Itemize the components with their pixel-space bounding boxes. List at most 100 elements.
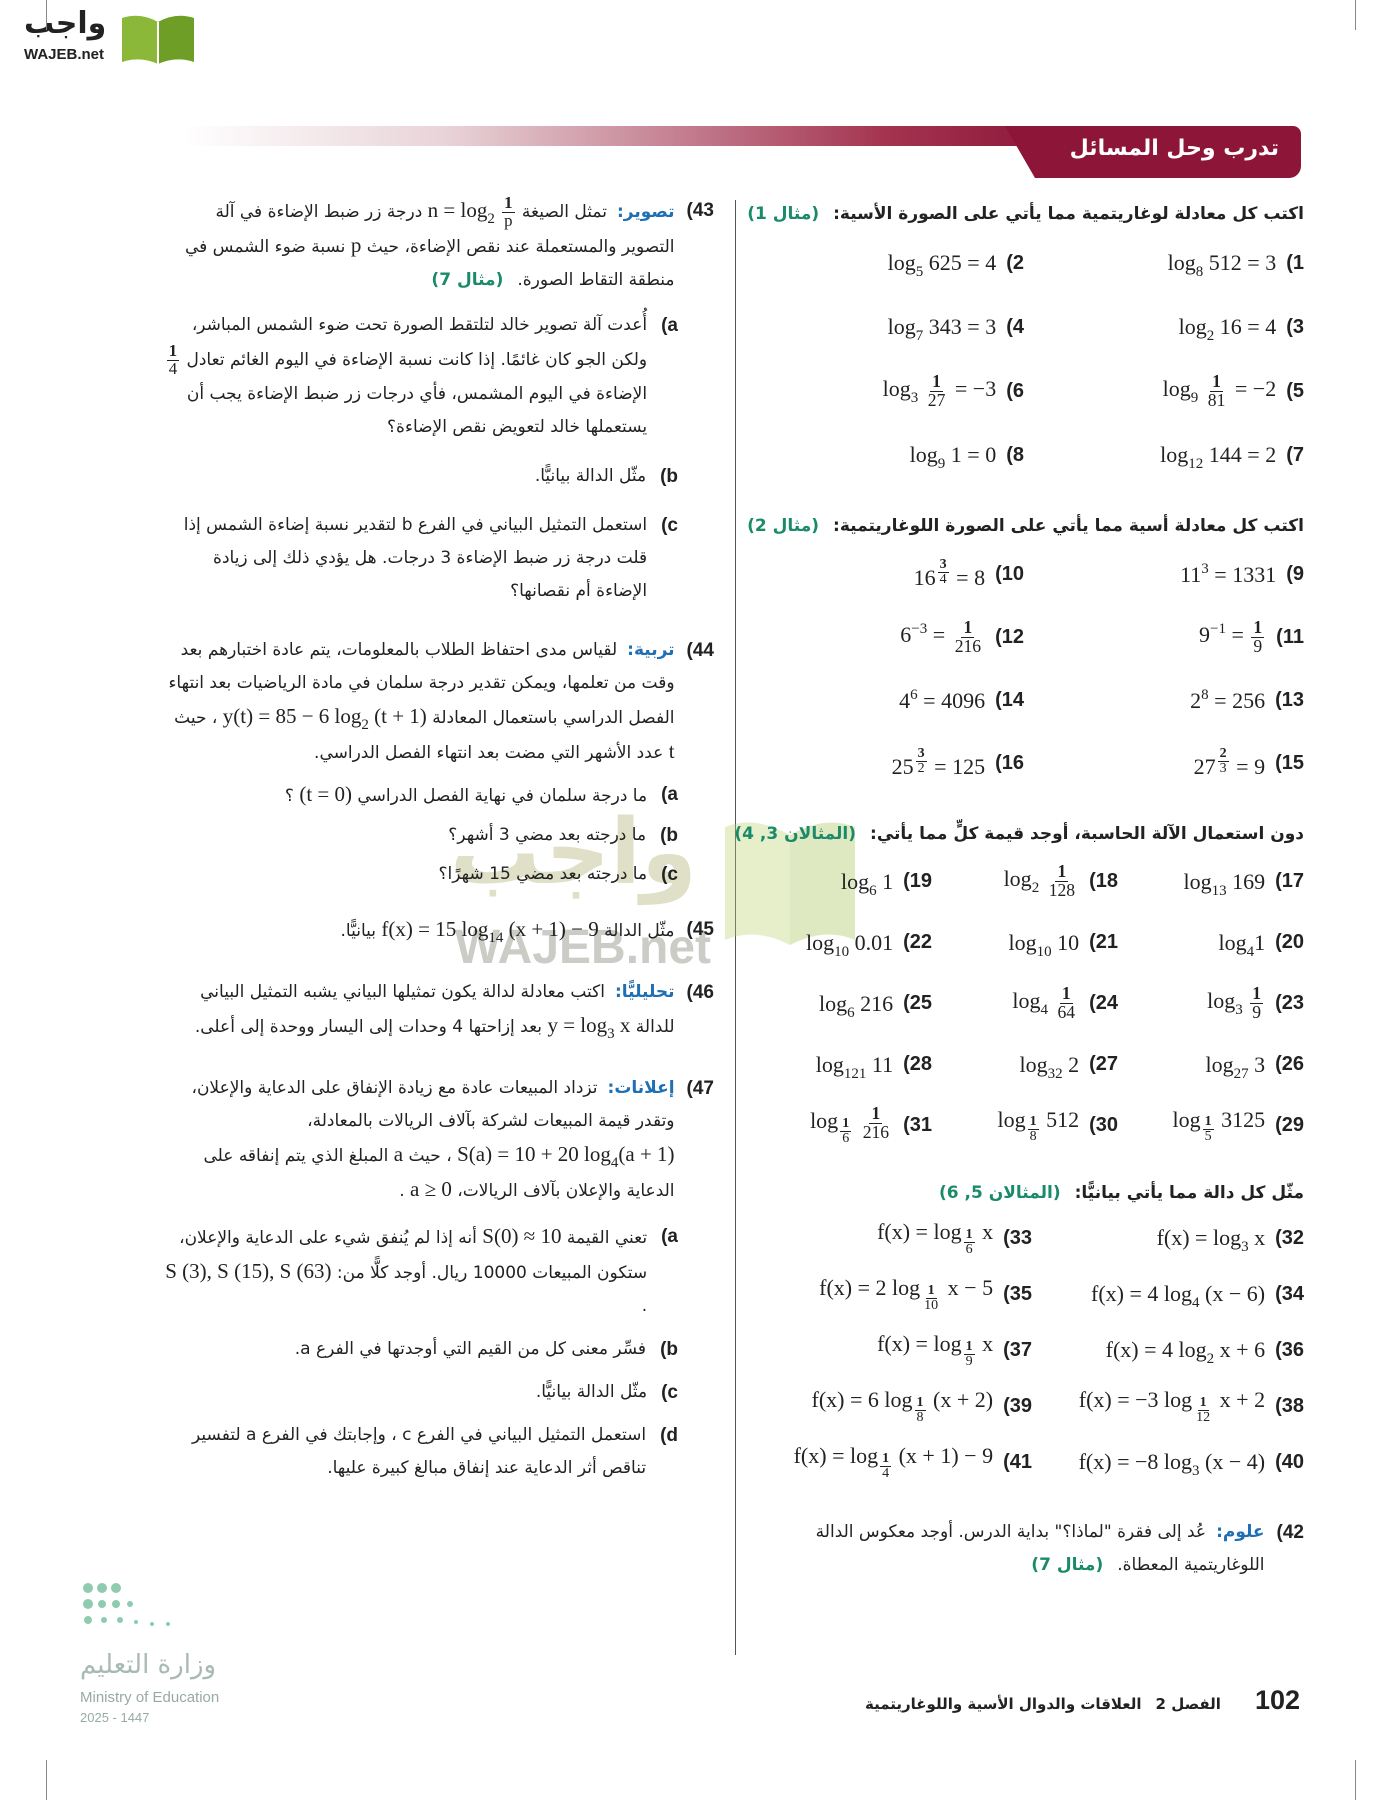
problem-item: 38) f(x) = −3 log 1 12 x + 2 [1032,1378,1304,1434]
crop-mark [1355,1760,1356,1800]
example-ref: (مثال 7) [1031,1555,1104,1575]
problem-item: 24) log4 1 64 [932,973,1118,1034]
instruction-text: مثّل كل دالة مما يأتي بيانيًّا: [1074,1183,1304,1203]
problem-item: 8) log9 1 = 0 [744,423,1024,487]
sub-question-text: أُعدت آلة تصوير خالد لتلتقط الصورة تحت ض… [166,315,648,437]
math-expression: log4 1 64 [1012,983,1076,1022]
example-ref: (المثالان 3, 4) [734,824,857,844]
problem-number: 17) [1275,870,1304,892]
math-expression: log7 343 = 3 [887,314,997,344]
problem-grid: 32) f(x) = log3 x 33) f(x) = log 1 6 x 34) f(x)… [744,1210,1304,1490]
sub-question-text: فسِّر معنى كل من القيم التي أوجدتها في ا… [294,1338,647,1359]
crop-mark [1355,0,1356,30]
problem-number: 30) [1089,1114,1118,1136]
problem-number: 39) [1003,1394,1032,1417]
sub-question-text: مثّل الدالة بيانيًّا. [535,1381,648,1402]
problem-number: 27) [1089,1053,1118,1075]
problem-item: 29) log 1 5 3125 [1118,1095,1304,1156]
problem-text: تزداد المبيعات عادة مع زيادة الإنفاق على… [191,1077,675,1201]
math-expression: log2 1 128 [1003,861,1076,900]
problem-42: 42) علوم:عُد إلى فقرة "لماذا؟" بداية الد… [744,1516,1304,1582]
math-expression: log10 0.01 [805,929,894,960]
right-column: اكتب كل معادلة لوغاريتمية مما يأتي على ا… [734,197,1304,1582]
problem-number: 7) [1286,443,1304,466]
problem-item: 15) 27 2 3 = 9 [1024,732,1304,795]
ministry-dots-icon [83,1583,170,1626]
problem-item: 36) f(x) = 4 log2 x + 6 [1032,1322,1304,1378]
problem-number: 44) [686,639,714,661]
topic-label: تربية: [627,639,675,660]
math-expression: f(x) = 6 log 1 8 (x + 2) [811,1387,994,1425]
section-instruction: اكتب كل معادلة لوغاريتمية مما يأتي على ا… [744,197,1304,231]
problem-number: 20) [1275,931,1304,953]
instruction-text: دون استعمال الآلة الحاسبة، أوجد قيمة كلٍ… [870,824,1304,844]
problem-item: 21) log10 10 [932,912,1118,973]
math-expression: f(x) = 4 log4 (x − 6) [1091,1281,1266,1311]
problem-number: 24) [1089,992,1118,1014]
problem-number: 3) [1286,315,1304,338]
watermark-text-en: WAJEB.net [455,921,712,974]
sub-question-label: c) [661,514,678,536]
chapter-number: الفصل 2 [1155,1695,1221,1713]
problem-item: 31) log 1 6 1 216 [744,1095,932,1156]
sub-question-label: a) [661,1225,678,1247]
problem-item: 27) log32 2 [932,1034,1118,1095]
problem-item: 39) f(x) = 6 log 1 8 (x + 2) [744,1378,1032,1434]
sub-question: d) استعمل التمثيل البياني في الفرع c ، وإ… [164,1419,678,1485]
sub-question: a) ما درجة سلمان في نهاية الفصل الدراسي (… [164,778,678,813]
topic-label: تصوير: [616,202,675,222]
problem-number: 21) [1089,931,1118,953]
math-expression: f(x) = log 1 6 x [877,1219,994,1257]
problem-number: 47) [686,1077,714,1099]
example-ref: (مثال 1) [747,204,820,224]
problem-45: 45) مثّل الدالة f(x) = 15 log14 (x + 1) … [164,913,714,948]
math-expression: 113 = 1331 [1180,560,1277,587]
sub-question-label: d) [660,1424,678,1446]
problem-number: 11) [1276,626,1304,648]
problem-number: 23) [1275,992,1304,1014]
sub-question: a) أُعدت آلة تصوير خالد لتلتقط الصورة تحت… [164,309,678,443]
ministry-year: 2025 - 1447 [80,1710,150,1725]
sub-question: a) تعني القيمة S(0) ≈ 10 أنه إذا لم يُنفق… [164,1220,678,1323]
math-expression: 28 = 256 [1190,686,1266,713]
problem-item: 6) log3 1 27 = −3 [744,359,1024,423]
math-expression: log6 1 [840,868,894,899]
instruction-text: اكتب كل معادلة أسية مما يأتي على الصورة … [833,516,1304,536]
problem-item: 9) 113 = 1331 [1024,543,1304,606]
example-ref: (مثال 2) [747,516,820,536]
problem-item: 33) f(x) = log 1 6 x [744,1210,1032,1266]
math-expression: f(x) = −3 log 1 12 x + 2 [1078,1387,1266,1425]
math-expression: 6−3 = 1 216 [900,617,982,656]
topic-label: علوم: [1216,1522,1265,1542]
math-expression: log9 1 81 = −2 [1162,370,1277,410]
math-expression: log9 1 = 0 [909,442,997,472]
problem-item: 37) f(x) = log 1 9 x [744,1322,1032,1378]
sub-question-text: ما درجته بعد مضي 15 شهرًا؟ [438,863,648,884]
banner-strip [184,126,1064,146]
problem-number: 26) [1275,1053,1304,1075]
problem-47: 47) إعلانات:تزداد المبيعات عادة مع زيادة… [164,1072,714,1208]
problem-number: 25) [903,992,932,1014]
math-expression: log121 11 [815,1051,894,1082]
problem-text: لقياس مدى احتفاظ الطلاب بالمعلومات، يتم … [168,639,675,763]
crop-mark [46,0,47,30]
sub-question: c) استعمل التمثيل البياني في الفرع b لتقد… [164,509,678,608]
math-expression: log10 10 [1008,929,1080,960]
problem-number: 13) [1275,689,1304,711]
section-title: تدرب وحل المسائل [1069,136,1279,161]
problem-number: 41) [1003,1450,1032,1473]
math-expression: f(x) = 2 log 1 10 x − 5 [819,1275,994,1313]
problem-number: 33) [1003,1226,1032,1249]
problem-number: 5) [1286,379,1304,402]
math-expression: log27 3 [1205,1051,1266,1082]
problem-item: 30) log 1 8 512 [932,1095,1118,1156]
math-expression: 25 3 2 = 125 [891,746,986,779]
problem-number: 16) [995,752,1024,774]
problem-number: 35) [1003,1282,1032,1305]
problem-number: 19) [903,870,932,892]
problem-number: 12) [995,626,1024,648]
